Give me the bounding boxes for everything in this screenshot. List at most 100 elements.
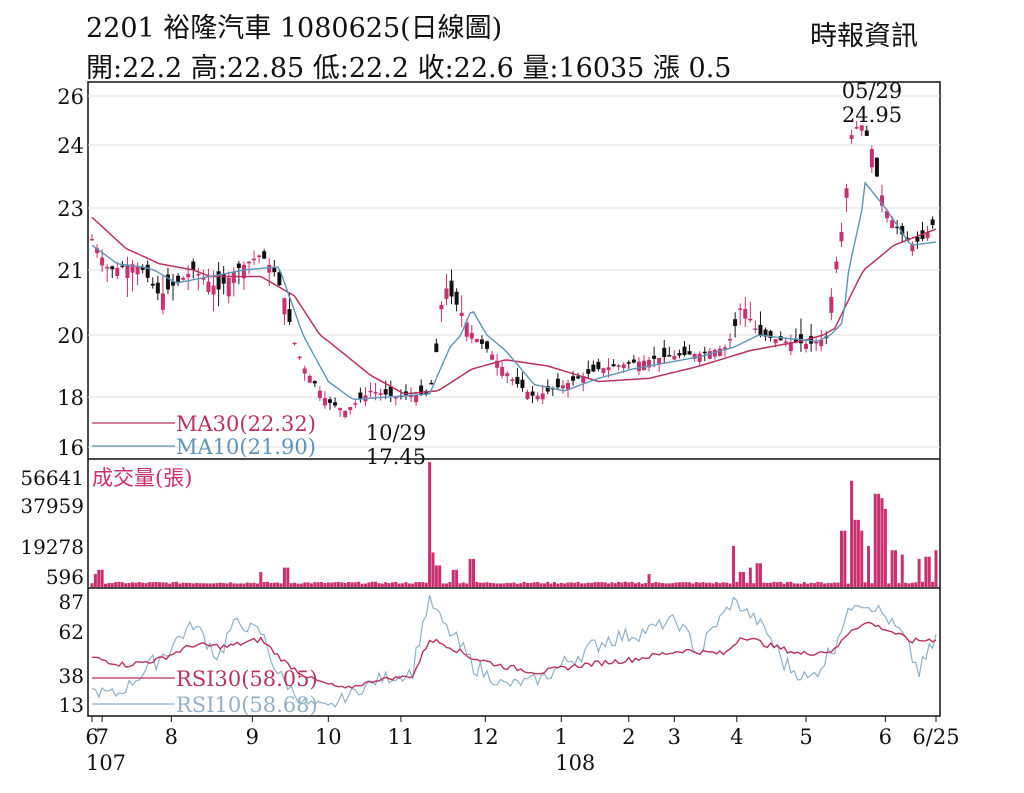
candle-body: [616, 365, 621, 367]
candle-body: [490, 354, 495, 360]
volume-bar: [718, 583, 722, 587]
volume-bar: [883, 508, 887, 587]
volume-bar: [255, 583, 259, 587]
volume-bar: [100, 569, 104, 587]
volume-bar: [498, 583, 502, 587]
candle-body: [793, 338, 798, 343]
volume-bar: [417, 582, 421, 587]
candle-body: [125, 265, 130, 279]
candle-body: [231, 271, 236, 284]
volume-bar: [306, 582, 310, 587]
volume-bar: [880, 498, 884, 587]
volume-bar: [465, 583, 469, 587]
volume-bar: [471, 558, 475, 587]
candle-body: [479, 339, 484, 344]
volume-bar: [451, 569, 455, 587]
volume-bar: [890, 550, 894, 587]
candle-body: [788, 342, 793, 352]
candle-body: [393, 397, 398, 399]
rsi-tick-label: 62: [59, 620, 84, 644]
volume-bar: [829, 583, 833, 587]
volume-bar: [512, 582, 516, 587]
volume-bar: [600, 582, 604, 587]
candle-body: [191, 261, 196, 270]
volume-bar: [785, 582, 789, 587]
volume-bar: [610, 582, 614, 587]
volume-bar: [934, 550, 938, 587]
volume-bar: [127, 583, 131, 587]
volume-bar: [694, 582, 698, 587]
volume-bar: [333, 582, 337, 587]
candle-body: [586, 369, 591, 374]
volume-bar: [870, 583, 874, 587]
year-label: 107: [86, 751, 126, 775]
candle-body: [641, 360, 646, 370]
price-tick-label: 21: [57, 259, 84, 283]
volume-bar: [546, 581, 550, 587]
volume-bar: [93, 574, 97, 587]
candle-body: [373, 392, 378, 394]
volume-bar: [195, 582, 199, 587]
x-tick-label: 8: [165, 725, 178, 749]
volume-bar: [340, 582, 344, 587]
volume-bar: [553, 582, 557, 587]
volume-bar: [765, 582, 769, 587]
candle-body: [368, 390, 373, 393]
volume-bar: [836, 582, 840, 587]
x-tick-label: 1: [555, 725, 568, 749]
candle-body: [621, 364, 626, 369]
rsi-tick-label: 38: [59, 664, 84, 688]
candle-body: [859, 125, 864, 131]
candle-body: [834, 261, 839, 270]
rsi-tick-label: 87: [59, 590, 84, 614]
candle-body: [439, 304, 444, 310]
ma10-line: [91, 181, 937, 401]
candle-body: [798, 334, 803, 344]
candle-body: [647, 359, 652, 368]
candle-body: [687, 351, 692, 355]
candle-body: [353, 403, 358, 405]
volume-bar: [374, 581, 378, 587]
volume-bar: [411, 583, 415, 587]
candle-body: [571, 376, 576, 381]
volume-bar: [549, 583, 553, 587]
candle-body: [317, 390, 322, 398]
volume-bar: [134, 582, 138, 587]
candle-body: [338, 408, 343, 411]
volume-bar: [900, 554, 904, 587]
candle-body: [854, 127, 859, 129]
candle-body: [292, 342, 297, 345]
volume-bar: [161, 582, 165, 587]
price-tick-label: 16: [57, 436, 84, 460]
volume-tick-label: 19278: [20, 535, 84, 559]
candle-body: [302, 368, 307, 374]
candle-body: [414, 395, 419, 403]
candle-body: [849, 135, 854, 140]
volume-bar: [647, 574, 651, 587]
volume-bar: [806, 583, 810, 587]
price-tick-label: 20: [57, 324, 84, 348]
volume-bar: [181, 582, 185, 587]
candle-body: [728, 339, 733, 341]
volume-bar: [725, 582, 729, 587]
candle-body: [525, 391, 530, 400]
volume-bar: [634, 583, 638, 587]
volume-bar: [363, 583, 367, 587]
volume-bar: [556, 583, 560, 587]
volume-bar: [745, 582, 749, 587]
candle-body: [874, 157, 879, 177]
volume-bar: [353, 582, 357, 587]
volume-bar: [299, 583, 303, 587]
candle-body: [474, 338, 479, 343]
volume-bar: [390, 582, 394, 587]
candle-body: [110, 266, 115, 270]
candle-body: [682, 346, 687, 355]
volume-bar: [809, 582, 813, 587]
volume-bar: [276, 582, 280, 587]
volume-bar: [904, 582, 908, 587]
volume-bar: [907, 583, 911, 587]
volume-bar: [151, 582, 155, 587]
candle-body: [419, 385, 424, 395]
candle-body: [358, 392, 363, 400]
